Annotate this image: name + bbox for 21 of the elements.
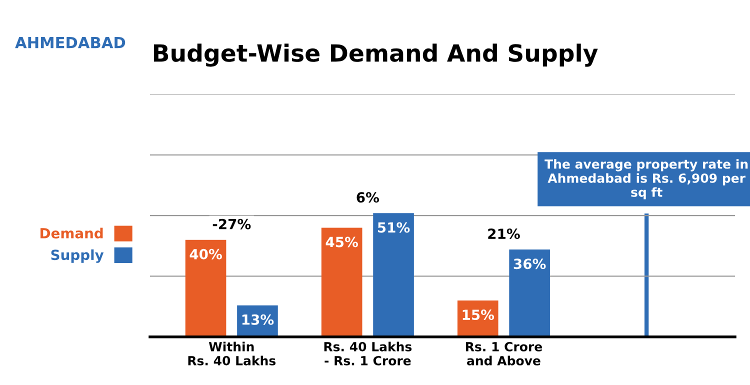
x-tick-label: Rs. 1 Crore and Above xyxy=(466,342,542,366)
legend-label: Demand xyxy=(40,228,103,238)
annotation: The average property rate in Ahmedabad is Rs. 6,909 per sq ft xyxy=(544,159,748,200)
x-tick-label: Rs. 40 Lakhs - Rs. 1 Crore xyxy=(324,342,412,366)
x-tick-label: Within Rs. 40 Lakhs xyxy=(188,342,276,366)
bar xyxy=(373,213,414,337)
bar xyxy=(321,228,362,337)
annotation: 6% xyxy=(356,192,380,203)
data-label: 40% xyxy=(190,248,222,260)
data-label: 13% xyxy=(242,314,274,325)
chart-title: Budget-Wise Demand And Supply xyxy=(154,44,598,67)
data-label: 45% xyxy=(326,236,358,248)
bar xyxy=(185,240,226,337)
annotation: 21% xyxy=(488,228,520,240)
chart-subtitle: AHMEDABAD xyxy=(15,36,126,48)
data-label: 36% xyxy=(514,258,546,270)
bar xyxy=(509,250,550,337)
legend-label: Supply xyxy=(51,249,104,263)
data-label: 15% xyxy=(462,310,494,320)
annotation: -27% xyxy=(212,218,251,230)
data-label: 51% xyxy=(378,222,410,233)
